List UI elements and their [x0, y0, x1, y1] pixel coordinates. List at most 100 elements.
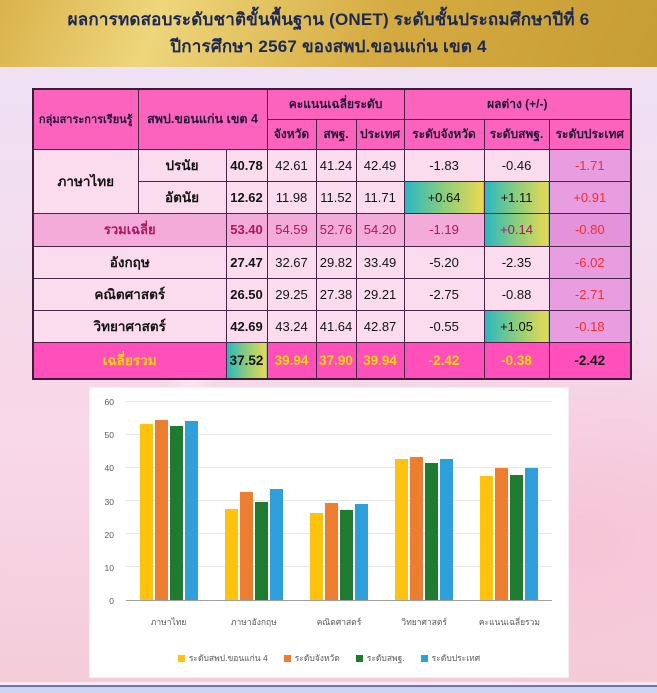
- score-cell-1: 11.52: [315, 180, 357, 214]
- y-tick-label: 0: [109, 596, 114, 606]
- score-cell-0: 32.67: [266, 245, 317, 279]
- score-cell-1: 52.76: [315, 212, 357, 247]
- district-score: 27.47: [225, 245, 268, 279]
- x-category-label: คะแนนเฉลี่ยรวม: [478, 617, 540, 627]
- diff-cell-2: +0.91: [548, 180, 632, 214]
- score-cell-1: 41.24: [315, 148, 357, 182]
- score-cell-2: 33.49: [355, 245, 405, 279]
- table-row-thai-subjective: อัตนัย 12.62 11.98 11.52 11.71 +0.64 +1.11 +0.9…: [33, 180, 632, 214]
- bar-series0-cat4: [480, 476, 494, 600]
- bar-series0-cat1: [224, 509, 238, 600]
- diff-cell-1: -2.35: [483, 245, 550, 279]
- diff-cell-0: -5.20: [403, 245, 485, 279]
- diff-cell-2: -0.80: [548, 212, 632, 247]
- diff-cell-0: -1.83: [403, 148, 485, 182]
- bar-group-1: [211, 402, 296, 600]
- table-body: ภาษาไทย ปรนัย 40.78 42.61 41.24 42.49 -1.83 -0.…: [32, 148, 632, 380]
- bar-series2-cat2: [340, 509, 353, 600]
- chart-legend: ระดับสพป.ขอนแก่น 4 ระดับจังหวัด ระดับสพฐ. ร…: [90, 651, 568, 665]
- chart-bar-groups: [126, 402, 552, 600]
- score-cell-0: 42.61: [266, 148, 317, 182]
- header-diff-group: ผลต่าง (+/-): [403, 88, 632, 120]
- legend-label: ระดับจังหวัด: [294, 653, 340, 663]
- legend-item-1: ระดับจังหวัด: [283, 651, 340, 665]
- header-row-sub: จังหวัด สพฐ. ประเทศ ระดับจังหวัด ระดับสพฐ. ระ…: [33, 118, 632, 150]
- x-category-label: ภาษาไทย: [150, 617, 187, 627]
- x-category-label: คณิตศาสตร์: [316, 617, 362, 627]
- bar-group-0: [126, 402, 211, 600]
- diff-cell-1: +1.05: [483, 309, 550, 343]
- legend-item-3: ระดับประเทศ: [420, 651, 480, 665]
- subject-label: ภาษาไทย: [32, 148, 139, 214]
- table-header: กลุ่มสาระการเรียนรู้ สพป.ขอนแก่น เขต 4 ค…: [32, 88, 632, 150]
- district-score: 40.78: [225, 148, 268, 182]
- bar-series3-cat0: [184, 421, 198, 600]
- score-cell-2: 42.87: [355, 309, 405, 343]
- bar-chart-panel: 0 10 20 30 40 50 60 ภาษาไทย ภาษาอังกฤษ คณิตศาสตร…: [90, 388, 568, 677]
- district-score: 12.62: [225, 180, 268, 214]
- bar-series3-cat4: [525, 468, 539, 600]
- header-district: สพป.ขอนแก่น เขต 4: [137, 88, 268, 150]
- diff-cell-2: -0.18: [548, 309, 632, 343]
- subject-label: อังกฤษ: [32, 245, 227, 279]
- header-diff-2: ระดับประเทศ: [548, 118, 632, 150]
- table-row-mathematics: คณิตศาสตร์ 26.50 29.25 27.38 29.21 -2.75 -0.88…: [32, 277, 632, 311]
- bar-series1-cat0: [154, 419, 168, 600]
- gridline-40: [126, 467, 552, 469]
- bar-series2-cat4: [510, 474, 524, 600]
- score-cell-1: 37.90: [315, 341, 357, 380]
- header-diff-0: ระดับจังหวัด: [403, 118, 485, 150]
- bar-series1-cat3: [410, 457, 424, 600]
- bar-series1-cat4: [495, 468, 509, 600]
- y-tick-label: 10: [104, 562, 114, 573]
- score-cell-2: 11.71: [355, 180, 405, 214]
- header-diff-1: ระดับสพฐ.: [483, 118, 550, 150]
- diff-cell-0: -2.42: [403, 341, 485, 380]
- type-label: อัตนัย: [137, 180, 227, 214]
- gridline-20: [126, 533, 552, 535]
- score-cell-2: 29.21: [355, 277, 405, 311]
- bar-series2-cat3: [425, 462, 439, 600]
- gridline-50: [126, 434, 552, 435]
- diff-cell-1: +0.14: [483, 212, 550, 247]
- diff-cell-2: -1.71: [548, 148, 632, 182]
- table-row-science: วิทยาศาสตร์ 42.69 43.24 41.64 42.87 -0.55 +1.0…: [32, 309, 632, 343]
- header-score-0: จังหวัด: [266, 118, 317, 150]
- bar-series0-cat0: [139, 423, 153, 600]
- chart-y-axis: 0 10 20 30 40 50 60: [90, 397, 122, 606]
- y-tick-label: 50: [104, 430, 114, 441]
- bar-group-3: [382, 402, 467, 600]
- table-row-english: อังกฤษ 27.47 32.67 29.82 33.49 -5.20 -2.35 -6.0…: [32, 245, 632, 279]
- title-line-2: ปีการศึกษา 2567 ของสพป.ขอนแก่น เขต 4: [170, 36, 487, 56]
- score-table: กลุ่มสาระการเรียนรู้ สพป.ขอนแก่น เขต 4 ค…: [32, 88, 633, 380]
- diff-cell-0: -1.19: [403, 212, 485, 247]
- gridline-30: [126, 500, 552, 501]
- diff-cell-0: -0.55: [403, 309, 485, 343]
- diff-cell-2: -6.02: [548, 245, 632, 279]
- diff-cell-0: +0.64: [403, 180, 485, 214]
- score-cell-0: 11.98: [266, 180, 317, 214]
- chart-plot-area: [126, 401, 552, 601]
- diff-cell-1: -0.38: [483, 341, 550, 380]
- header-score-1: สพฐ.: [315, 118, 357, 150]
- gridline-10: [126, 566, 552, 568]
- title-banner: ผลการทดสอบระดับชาติขั้นพื้นฐาน (ONET) ระ…: [0, 0, 657, 67]
- score-cell-0: 54.59: [266, 212, 317, 247]
- header-row-groups: กลุ่มสาระการเรียนรู้ สพป.ขอนแก่น เขต 4 ค…: [32, 88, 632, 150]
- subject-label: วิทยาศาสตร์: [32, 309, 227, 343]
- bar-group-4: [467, 402, 552, 600]
- score-cell-2: 39.94: [355, 341, 405, 380]
- score-cell-0: 43.24: [266, 309, 317, 343]
- bar-series1-cat1: [239, 492, 253, 600]
- title-line-1: ผลการทดสอบระดับชาติขั้นพื้นฐาน (ONET) ระ…: [67, 10, 590, 30]
- bar-series3-cat1: [269, 489, 283, 600]
- diff-cell-2: -2.42: [548, 341, 632, 380]
- bar-series3-cat3: [440, 458, 454, 600]
- bar-series1-cat2: [325, 503, 338, 600]
- header-score-2: ประเทศ: [355, 118, 405, 150]
- district-score: 53.40: [225, 212, 268, 247]
- y-tick-label: 40: [104, 463, 114, 474]
- score-cell-1: 41.64: [315, 309, 357, 343]
- score-cell-0: 29.25: [266, 277, 317, 311]
